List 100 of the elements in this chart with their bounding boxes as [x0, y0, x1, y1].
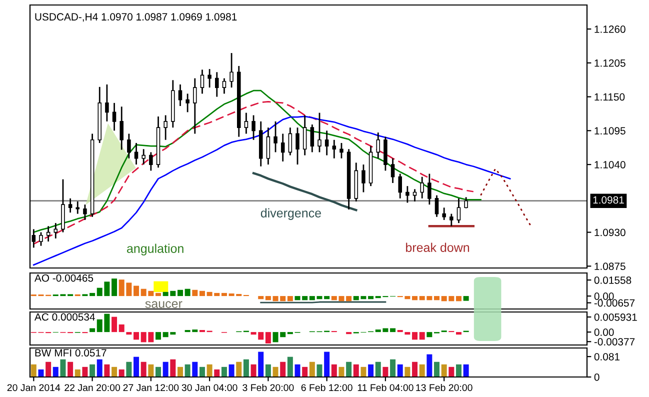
y-tick-label: 1.1205: [594, 59, 626, 67]
bar: [214, 369, 220, 377]
bar: [118, 369, 124, 377]
bar: [60, 359, 66, 377]
y-tick-label: 1.1095: [594, 127, 626, 135]
bar: [419, 364, 425, 377]
bar: [331, 364, 337, 377]
bar: [346, 296, 352, 302]
bar: [184, 364, 190, 377]
y-tick-label: 1.1040: [594, 161, 626, 168]
candlestick: [362, 164, 366, 193]
candlestick: [164, 114, 168, 141]
bar: [287, 356, 293, 377]
bar: [30, 364, 36, 377]
x-tick-label: 20 Jan 2014: [7, 384, 60, 392]
bar: [112, 278, 118, 296]
bar: [258, 352, 264, 377]
candlestick: [112, 102, 116, 132]
candlestick: [200, 68, 204, 94]
bar: [90, 328, 96, 332]
bar: [294, 364, 300, 377]
candlestick: [222, 78, 226, 94]
ref-line-label: 1.0981: [593, 196, 624, 204]
bar: [184, 288, 190, 296]
bar: [404, 366, 410, 377]
bar: [441, 364, 447, 377]
bar: [456, 364, 462, 377]
candlestick: [105, 84, 109, 122]
bar: [463, 364, 469, 377]
candlestick: [318, 112, 322, 153]
bar: [156, 292, 162, 296]
bar: [68, 362, 74, 377]
bar: [324, 352, 330, 377]
candlestick: [288, 126, 292, 156]
bar: [360, 366, 366, 377]
y-tick-label: 1.0875: [594, 262, 626, 270]
bar: [140, 362, 146, 377]
bar: [156, 332, 162, 340]
bar: [426, 354, 432, 377]
x-tick-label: 13 Feb 20:00: [416, 384, 472, 392]
bar: [192, 290, 198, 296]
bar: [265, 296, 271, 300]
y-tick-label: 1.1150: [594, 93, 625, 101]
bar: [148, 364, 154, 377]
candlestick: [406, 185, 410, 204]
bar: [456, 332, 462, 335]
y-tick-label: 0.081: [594, 353, 620, 360]
bar: [324, 296, 330, 300]
bar: [346, 362, 352, 377]
bar: [177, 290, 183, 296]
bar: [170, 359, 176, 377]
bar: [221, 292, 227, 296]
candlestick: [46, 225, 50, 242]
candlestick: [230, 52, 234, 88]
series-label: divergence: [260, 208, 321, 220]
candlestick: [83, 204, 87, 221]
candlestick: [376, 132, 380, 160]
candlestick: [456, 198, 461, 224]
candlestick: [244, 112, 248, 134]
bar: [368, 364, 374, 377]
x-tick-label: 22 Jan 20:00: [64, 384, 120, 392]
y-tick-label: 0: [594, 374, 600, 381]
bar: [228, 364, 234, 377]
candlestick: [302, 114, 307, 156]
bar: [287, 296, 293, 302]
candlestick: [296, 126, 300, 166]
y-tick-label: 1.0930: [594, 228, 626, 236]
candlestick: [280, 133, 285, 162]
bar: [177, 366, 183, 377]
bar: [412, 362, 418, 377]
candlestick: [310, 124, 314, 153]
candlestick: [186, 93, 190, 113]
candlestick: [324, 130, 329, 156]
y-tick-label: 0.00: [594, 292, 614, 300]
candlestick: [127, 133, 131, 160]
candlestick: [332, 139, 336, 160]
bar: [192, 362, 198, 377]
bar: [134, 286, 140, 296]
candlestick: [428, 173, 432, 206]
chart-title: AC 0.000534: [34, 313, 95, 321]
bar: [126, 332, 132, 335]
candlestick: [68, 198, 72, 214]
candlestick: [193, 78, 197, 134]
bar: [412, 332, 418, 340]
y-tick-label: 0.005931: [594, 314, 637, 321]
x-tick-label: 27 Jan 12:00: [123, 384, 179, 392]
candlestick: [450, 213, 454, 227]
candlestick: [39, 232, 43, 247]
bar: [382, 366, 388, 377]
y-tick-label: 0.00: [594, 328, 614, 336]
bar: [397, 364, 403, 377]
bar: [316, 364, 322, 377]
bar: [112, 366, 118, 377]
bar: [250, 364, 256, 377]
line-series: [32, 90, 482, 233]
bar: [104, 364, 110, 377]
bar: [96, 359, 102, 377]
bar: [390, 328, 396, 332]
x-tick-label: 3 Feb 20:00: [242, 384, 294, 392]
candlestick: [464, 196, 468, 209]
